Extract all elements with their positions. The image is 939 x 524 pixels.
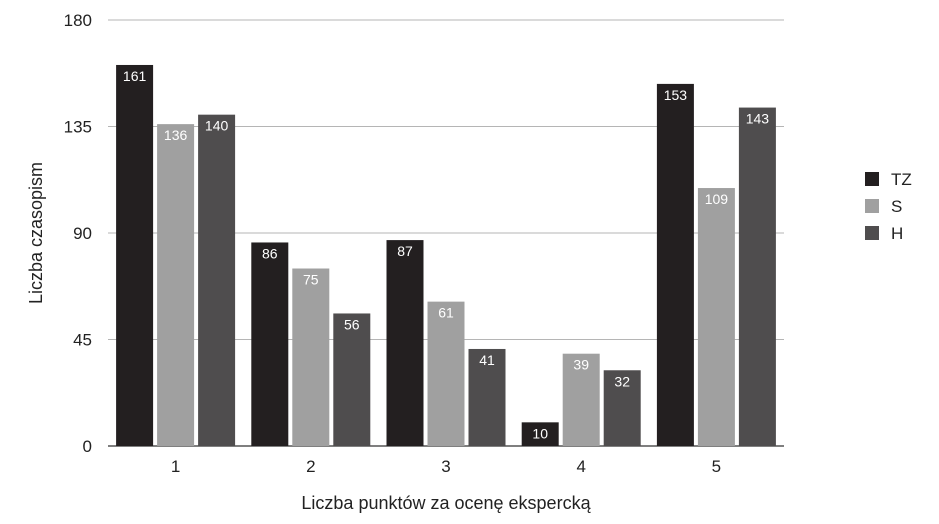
bar [198, 114, 236, 447]
data-label: 143 [746, 111, 770, 127]
data-label: 39 [573, 357, 589, 373]
x-tick-label: 1 [171, 457, 180, 476]
bar [333, 313, 371, 446]
bar [251, 242, 289, 446]
y-tick-label: 135 [64, 118, 92, 137]
x-tick-label: 3 [441, 457, 450, 476]
bars: 161 136 140 86 75 56 87 61 41 10 39 32 153 109 143 [116, 64, 776, 447]
y-tick-label: 180 [64, 11, 92, 30]
y-axis-ticks: 0 45 90 135 180 [64, 11, 92, 456]
legend-swatch [865, 199, 879, 213]
bar [157, 124, 195, 446]
legend-label: S [891, 197, 902, 216]
bar [116, 64, 154, 446]
y-axis-title: Liczba czasopism [26, 162, 46, 304]
data-label: 109 [705, 191, 729, 207]
data-label: 87 [397, 243, 413, 259]
x-tick-label: 2 [306, 457, 315, 476]
bar [562, 353, 600, 446]
legend-swatch [865, 172, 879, 186]
data-label: 140 [205, 118, 229, 134]
bar [468, 348, 506, 446]
data-label: 41 [479, 352, 495, 368]
bar [292, 268, 330, 446]
data-label: 86 [262, 245, 278, 261]
data-label: 161 [123, 68, 147, 84]
bar [521, 422, 559, 446]
data-label: 75 [303, 272, 319, 288]
data-label: 136 [164, 127, 188, 143]
legend-swatch [865, 226, 879, 240]
data-label: 56 [344, 316, 360, 332]
bar [656, 83, 694, 447]
y-tick-label: 0 [83, 437, 92, 456]
data-label: 10 [532, 425, 548, 441]
x-axis-ticks: 1 2 3 4 5 [171, 457, 721, 476]
data-label: 153 [664, 87, 688, 103]
bar [386, 240, 424, 446]
bar [427, 301, 465, 446]
data-label: 32 [614, 373, 630, 389]
legend-label: H [891, 224, 903, 243]
x-tick-label: 4 [576, 457, 585, 476]
y-tick-label: 90 [73, 224, 92, 243]
y-tick-label: 45 [73, 331, 92, 350]
legend: TZ SH [865, 170, 912, 243]
bar [603, 370, 641, 446]
data-label: 61 [438, 305, 454, 321]
x-tick-label: 5 [712, 457, 721, 476]
bar [738, 107, 776, 447]
x-axis-title: Liczba punktów za ocenę ekspercką [301, 493, 591, 513]
legend-label: TZ [891, 170, 912, 189]
bar [697, 188, 735, 447]
